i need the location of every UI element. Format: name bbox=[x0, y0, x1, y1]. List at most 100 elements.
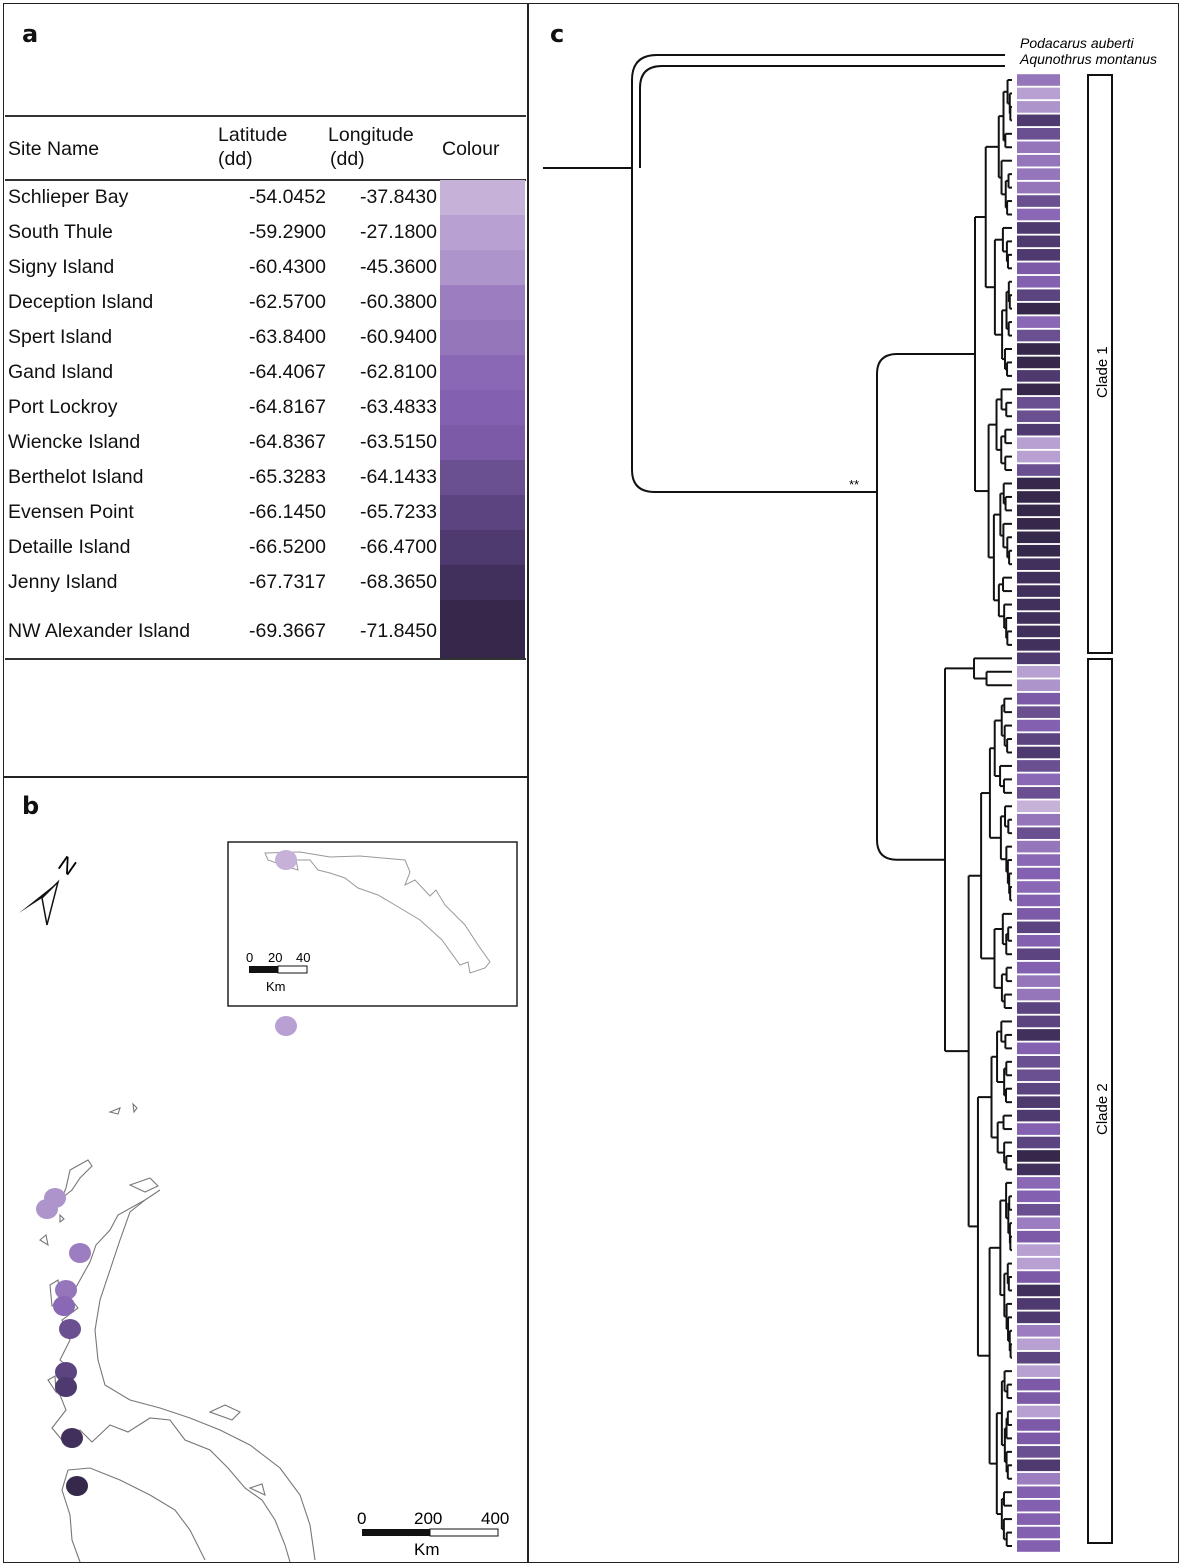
tip-colour-bar bbox=[1017, 773, 1060, 786]
site-marker bbox=[53, 1296, 75, 1316]
site-marker bbox=[59, 1319, 81, 1339]
site-longitude: -66.4700 bbox=[360, 536, 437, 558]
site-latitude: -66.1450 bbox=[249, 501, 326, 523]
tip-colour-bar bbox=[1017, 396, 1060, 409]
tip-colour-bar bbox=[1017, 827, 1060, 839]
outgroup-branch bbox=[639, 65, 1005, 168]
tip-colour-bar bbox=[1017, 87, 1060, 100]
tip-colour-bar bbox=[1017, 921, 1060, 934]
tip-colour-bar bbox=[1017, 867, 1060, 880]
site-longitude: -65.7233 bbox=[360, 501, 437, 523]
header-site-name: Site Name bbox=[8, 138, 100, 160]
tip-colour-bar bbox=[1017, 1284, 1060, 1297]
tip-colour-bar bbox=[1017, 491, 1060, 503]
site-latitude: -60.4300 bbox=[249, 256, 326, 278]
tip-colour-bar bbox=[1017, 101, 1060, 113]
site-latitude: -64.8367 bbox=[249, 431, 326, 453]
site-name: Schlieper Bay bbox=[8, 186, 129, 208]
tip-colour-bar bbox=[1017, 639, 1060, 651]
site-colour-swatch bbox=[440, 460, 525, 495]
panel-a-frame bbox=[3, 3, 529, 778]
site-marker bbox=[55, 1377, 77, 1397]
main-scale-tick-0: 0 bbox=[357, 1509, 366, 1528]
tip-colour-bar bbox=[1017, 1298, 1060, 1310]
tip-colour-bar bbox=[1017, 1150, 1060, 1162]
tip-colour-bar bbox=[1017, 518, 1060, 530]
tip-colour-bar bbox=[1017, 1163, 1060, 1176]
tip-colour-bar bbox=[1017, 1042, 1060, 1055]
tip-colour-bar bbox=[1017, 934, 1060, 947]
tip-colour-bar bbox=[1017, 1082, 1060, 1095]
tip-colour-bar bbox=[1017, 181, 1060, 194]
tip-colour-bar bbox=[1017, 1230, 1060, 1243]
site-colour-swatch bbox=[440, 565, 525, 600]
tip-colour-bar bbox=[1017, 625, 1060, 638]
table-top-rule bbox=[5, 115, 526, 117]
table-header-rule bbox=[5, 179, 526, 181]
tip-colour-bar bbox=[1017, 558, 1060, 570]
site-latitude: -65.3283 bbox=[249, 466, 326, 488]
panel-label-b: b bbox=[22, 792, 40, 820]
site-latitude: -69.3667 bbox=[249, 620, 326, 642]
tip-colour-bar bbox=[1017, 1109, 1060, 1122]
tip-colour-bar bbox=[1017, 719, 1060, 732]
site-colour-swatch bbox=[440, 355, 525, 390]
tip-colour-bar bbox=[1017, 423, 1060, 436]
tip-colour-bar bbox=[1017, 908, 1060, 920]
site-colour-swatch bbox=[440, 215, 525, 250]
tip-colour-bar bbox=[1017, 235, 1060, 248]
site-marker bbox=[275, 850, 297, 870]
tip-colour-bar bbox=[1017, 598, 1060, 611]
tip-colour-bar bbox=[1017, 665, 1060, 678]
tip-colour-bar bbox=[1017, 1392, 1060, 1404]
site-marker bbox=[69, 1243, 91, 1263]
clade-1-stem bbox=[876, 353, 975, 492]
tip-colour-bar bbox=[1017, 289, 1060, 301]
site-marker bbox=[61, 1428, 83, 1448]
header-latitude-line2: (dd) bbox=[218, 148, 253, 170]
panel-label-c: c bbox=[550, 20, 565, 48]
tip-colour-bar bbox=[1017, 1190, 1060, 1203]
site-name: Wiencke Island bbox=[8, 431, 141, 453]
tip-colour-bar bbox=[1017, 1217, 1060, 1230]
tip-colour-bar bbox=[1017, 1446, 1060, 1458]
tip-colour-bar bbox=[1017, 249, 1060, 261]
clade-2-label: Clade 2 bbox=[1094, 1083, 1111, 1135]
site-longitude: -37.8430 bbox=[360, 186, 437, 208]
site-marker bbox=[36, 1199, 58, 1219]
tip-colour-bar bbox=[1017, 1029, 1060, 1041]
tip-colour-bar bbox=[1017, 1540, 1060, 1552]
inset-island-outline bbox=[264, 851, 491, 974]
tip-colour-bar bbox=[1017, 450, 1060, 463]
main-scale-bar: 0 200 400 Km bbox=[357, 1509, 509, 1559]
panel-label-a: a bbox=[22, 20, 39, 48]
tip-colour-bar bbox=[1017, 222, 1060, 234]
tip-colour-bar bbox=[1017, 1271, 1060, 1283]
site-marker bbox=[66, 1476, 88, 1496]
tip-colour-bar bbox=[1017, 74, 1060, 86]
north-arrow-icon bbox=[19, 879, 60, 926]
tip-colour-bar bbox=[1017, 733, 1060, 745]
site-colour-swatch bbox=[440, 425, 525, 460]
site-latitude: -67.7317 bbox=[249, 571, 326, 593]
site-longitude: -71.8450 bbox=[360, 620, 437, 642]
tip-colour-bar bbox=[1017, 585, 1060, 597]
tip-colour-bar bbox=[1017, 1015, 1060, 1028]
main-scale-tick-400: 400 bbox=[481, 1509, 509, 1528]
tip-colour-bar bbox=[1017, 948, 1060, 961]
site-colour-swatch bbox=[440, 250, 525, 285]
tip-colour-bar bbox=[1017, 840, 1060, 853]
tip-colour-bar bbox=[1017, 383, 1060, 396]
north-label: N bbox=[54, 851, 81, 881]
site-name: South Thule bbox=[8, 221, 113, 243]
tip-colour-bar bbox=[1017, 1069, 1060, 1082]
inset-scale-unit: Km bbox=[266, 979, 286, 994]
tip-colour-bar bbox=[1017, 1056, 1060, 1068]
tip-colour-bar bbox=[1017, 612, 1060, 624]
tip-colour-bar bbox=[1017, 1338, 1060, 1351]
site-name: Gand Island bbox=[8, 361, 114, 383]
phylogenetic-tree: Podacarus auberti Aqunothrus montanus **… bbox=[543, 35, 1157, 1552]
tip-colour-bar bbox=[1017, 544, 1060, 557]
tip-colour-bar bbox=[1017, 1365, 1060, 1377]
tip-colour-bar bbox=[1017, 571, 1060, 584]
